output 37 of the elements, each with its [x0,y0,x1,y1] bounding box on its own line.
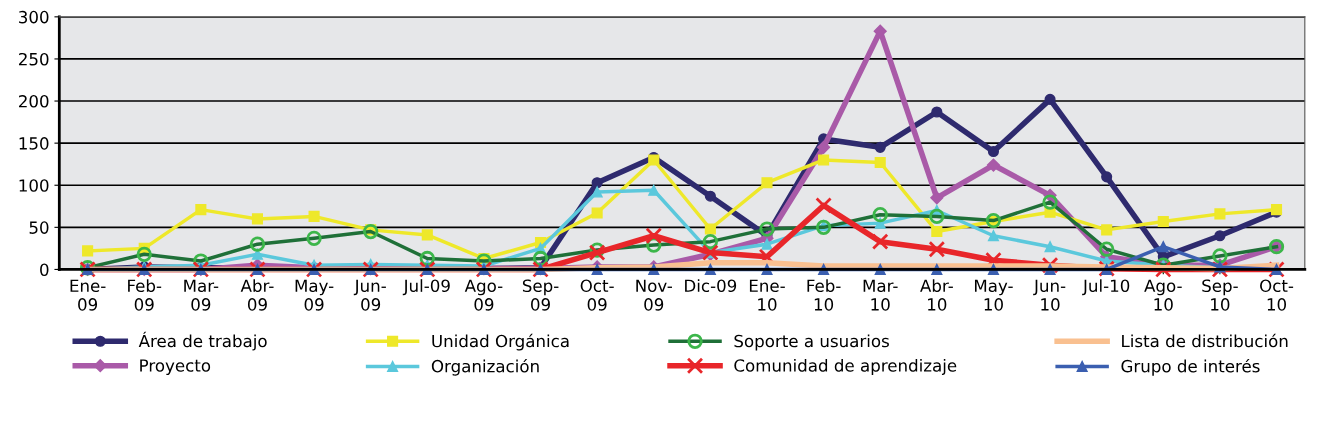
legend-label: Área de trabajo [138,331,267,351]
x-tick-label: May- 10 [974,279,1013,311]
legend-label: Organización [431,358,539,376]
y-tick-label: 150 [19,137,49,150]
y-tick-label: 50 [29,221,49,234]
x-tick-label: Ene- 09 [70,279,106,311]
x-tick-label: Dic-09 [685,279,737,293]
x-tick-label: Jun- 10 [1033,279,1066,311]
y-tick-label: 100 [19,179,49,192]
x-tick-label: Feb- 10 [807,279,841,311]
x-tick-label: Feb- 09 [128,279,162,311]
legend-label: Soporte a usuarios [734,334,889,351]
y-tick-label: 300 [19,10,49,24]
legend-label: Lista de distribución [1122,333,1288,348]
x-tick-label: May- 09 [295,279,334,311]
x-tick-label: Nov- 09 [636,279,672,311]
x-tick-label: Sep- 10 [1202,279,1238,311]
legend-label: Grupo de interés [1121,358,1260,376]
x-tick-label: Mar- 09 [184,279,219,311]
x-tick-label: Abr- 09 [240,279,274,311]
x-tick-label: Ene- 10 [749,279,785,311]
y-tick-label: 250 [19,52,49,66]
y-tick-label: 200 [19,95,49,108]
x-tick-label: Jul-09 [402,279,450,296]
x-tick-label: Ago- 10 [1144,279,1182,311]
legend-label: Comunidad de aprendizaje [734,358,957,376]
x-tick-label: Mar- 10 [863,279,898,311]
x-tick-label: Jun- 09 [353,279,386,311]
x-tick-label: Sep- 09 [522,279,559,311]
x-tick-label: Abr- 10 [920,279,953,311]
x-tick-label: Oct- 10 [1260,279,1294,311]
y-tick-label: 0 [40,263,49,277]
x-tick-label: Jul-10 [1082,279,1130,296]
x-tick-label: Oct- 09 [580,279,614,311]
legend-label: Unidad Orgánica [432,333,569,351]
x-tick-label: Ago- 09 [464,279,503,311]
legend-label: Proyecto [140,359,211,376]
